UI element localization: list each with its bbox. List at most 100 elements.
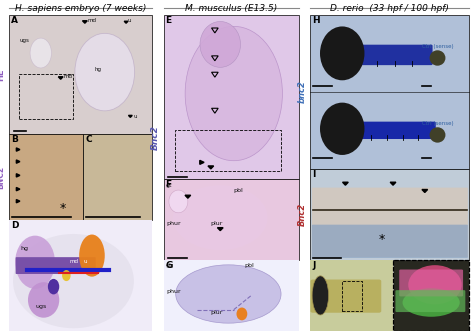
Text: J: J [312, 261, 316, 270]
FancyBboxPatch shape [354, 122, 436, 139]
Polygon shape [390, 182, 396, 185]
Ellipse shape [173, 185, 267, 250]
Ellipse shape [75, 33, 135, 111]
Text: phur: phur [166, 221, 181, 226]
Ellipse shape [48, 279, 59, 294]
Ellipse shape [320, 26, 365, 80]
Ellipse shape [312, 276, 328, 315]
Polygon shape [58, 77, 63, 79]
Text: md: md [88, 18, 97, 23]
Ellipse shape [200, 22, 240, 67]
Bar [9, 15, 152, 134]
Bar [310, 169, 469, 260]
Text: pbl: pbl [234, 188, 244, 193]
Text: F: F [165, 180, 172, 189]
Polygon shape [128, 116, 132, 118]
Text: ugs: ugs [35, 304, 46, 309]
Text: BNC2: BNC2 [0, 166, 5, 189]
Ellipse shape [15, 236, 55, 289]
Ellipse shape [30, 38, 51, 68]
Text: Bnc2: Bnc2 [151, 125, 159, 150]
Polygon shape [16, 148, 20, 151]
Bar [9, 134, 83, 220]
Text: C: C [85, 135, 92, 144]
Bar [310, 260, 393, 331]
Text: Ctrl (sense): Ctrl (sense) [422, 44, 453, 49]
Polygon shape [343, 182, 348, 185]
Text: md: md [69, 260, 78, 264]
Bar [19, 74, 73, 119]
Polygon shape [82, 21, 87, 23]
Text: u: u [128, 18, 131, 23]
Text: *: * [379, 233, 385, 246]
Text: Ctrl (sense): Ctrl (sense) [422, 121, 453, 126]
Polygon shape [124, 21, 128, 23]
FancyBboxPatch shape [399, 269, 463, 297]
Text: bnc2: bnc2 [298, 80, 306, 103]
Polygon shape [16, 160, 20, 163]
Text: B: B [11, 135, 18, 144]
Bar [393, 260, 469, 331]
Text: D: D [11, 221, 19, 230]
Bar [342, 281, 363, 311]
Text: phur: phur [166, 289, 181, 294]
Bar [9, 220, 152, 331]
Text: E: E [165, 16, 172, 25]
Bar [310, 15, 469, 169]
Ellipse shape [169, 190, 188, 213]
Polygon shape [200, 160, 204, 164]
Ellipse shape [320, 103, 365, 155]
Bar [164, 179, 299, 260]
Ellipse shape [62, 270, 71, 281]
Text: gt: gt [166, 263, 173, 268]
FancyBboxPatch shape [354, 45, 433, 65]
Text: ugs: ugs [20, 38, 30, 43]
Ellipse shape [185, 26, 283, 161]
FancyBboxPatch shape [312, 188, 468, 257]
Text: D. rerio  (33 hpf / 100 hpf): D. rerio (33 hpf / 100 hpf) [330, 4, 449, 13]
Text: plur: plur [211, 310, 223, 315]
Text: H: H [312, 16, 320, 25]
Polygon shape [185, 195, 191, 198]
Ellipse shape [237, 307, 247, 320]
Text: I: I [312, 170, 316, 179]
FancyBboxPatch shape [395, 290, 465, 312]
Text: Bnc2: Bnc2 [298, 203, 306, 226]
Text: A: A [11, 16, 18, 25]
Ellipse shape [429, 50, 446, 66]
Ellipse shape [408, 265, 462, 304]
Ellipse shape [28, 282, 59, 318]
Text: pbl: pbl [245, 263, 255, 268]
Text: u: u [83, 260, 87, 264]
FancyBboxPatch shape [312, 225, 468, 258]
Text: hg: hg [95, 67, 102, 72]
Bar [393, 260, 469, 331]
Polygon shape [422, 189, 428, 193]
Text: md: md [64, 74, 73, 79]
Polygon shape [16, 200, 20, 203]
Ellipse shape [79, 235, 105, 277]
Text: u: u [133, 114, 137, 118]
Bar [164, 260, 299, 331]
Polygon shape [218, 228, 223, 231]
Ellipse shape [176, 265, 281, 323]
Ellipse shape [429, 127, 446, 143]
Ellipse shape [13, 234, 134, 328]
Bar [164, 15, 299, 179]
FancyBboxPatch shape [16, 257, 96, 274]
Text: *: * [60, 202, 66, 215]
Polygon shape [208, 166, 214, 169]
Ellipse shape [402, 288, 460, 317]
Polygon shape [16, 174, 20, 177]
Text: plur: plur [211, 221, 223, 226]
Text: G: G [165, 261, 173, 270]
Text: M. musculus (E13.5): M. musculus (E13.5) [185, 4, 277, 13]
Polygon shape [16, 187, 20, 191]
Text: H. sapiens embryo (7 weeks): H. sapiens embryo (7 weeks) [15, 4, 146, 13]
Bar [175, 130, 281, 171]
Text: hg: hg [21, 246, 29, 251]
Bar [83, 134, 152, 220]
Text: HE: HE [0, 68, 5, 81]
Text: gt: gt [166, 183, 173, 188]
FancyBboxPatch shape [310, 279, 381, 313]
